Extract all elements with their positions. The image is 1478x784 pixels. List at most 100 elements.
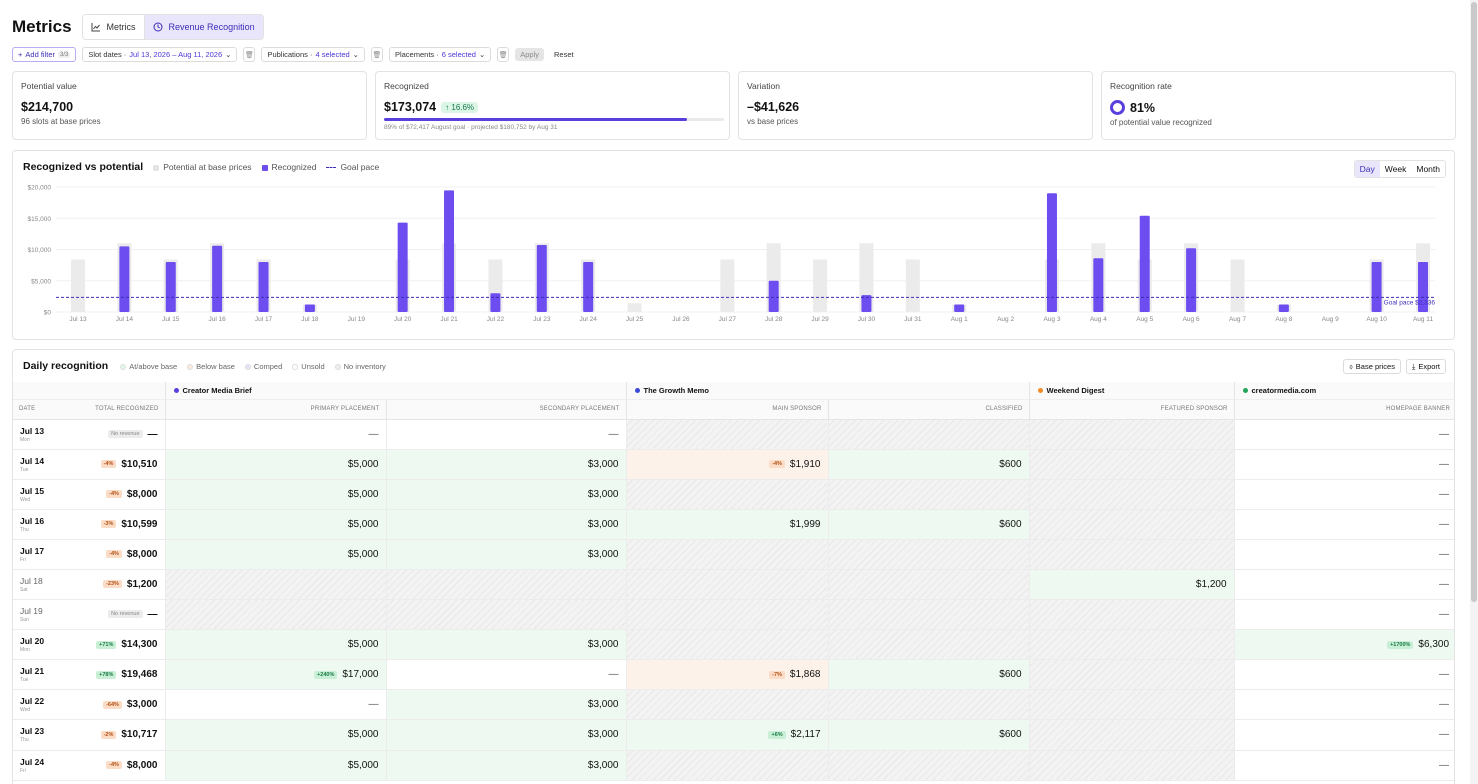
placement-cell[interactable]: -4% $1,910 <box>625 449 828 480</box>
col-total-recognized[interactable]: Total recognized <box>69 399 165 420</box>
placement-cell[interactable]: $600 <box>827 659 1030 691</box>
col-primary-placement[interactable]: Primary placement <box>164 399 386 420</box>
placement-cell[interactable] <box>625 419 828 450</box>
placement-cell[interactable] <box>827 750 1030 781</box>
placement-cell[interactable] <box>1028 719 1235 751</box>
placement-cell[interactable] <box>827 599 1030 631</box>
placement-cell[interactable]: — <box>164 419 386 450</box>
reset-button[interactable]: Reset <box>554 50 574 59</box>
tab-revenue-recognition[interactable]: Revenue Recognition <box>143 15 263 39</box>
placement-cell[interactable]: $5,000 <box>164 539 386 570</box>
placement-cell[interactable]: $5,000 <box>164 509 386 540</box>
placement-cell[interactable]: $5,000 <box>164 479 386 510</box>
placement-cell[interactable]: — <box>385 419 626 450</box>
placement-cell[interactable]: — <box>385 659 626 691</box>
placement-cell[interactable]: — <box>1233 479 1454 510</box>
remove-publications-icon[interactable]: 🗑 <box>370 47 383 62</box>
placement-cell[interactable] <box>625 689 828 721</box>
placement-cell[interactable]: $600 <box>827 509 1030 540</box>
placement-cell[interactable]: $3,000 <box>385 719 626 751</box>
table-row[interactable]: Jul 15 Wed -4% $8,000 $5,000 $3,000 — <box>13 479 1454 510</box>
apply-button[interactable]: Apply <box>515 48 545 61</box>
placement-cell[interactable]: $3,000 <box>385 689 626 721</box>
placement-cell[interactable]: $1,999 <box>625 509 828 540</box>
placement-cell[interactable]: — <box>1233 750 1454 781</box>
placement-cell[interactable] <box>1028 449 1235 480</box>
placement-cell[interactable]: +6% $2,117 <box>625 719 828 751</box>
placement-cell[interactable] <box>1028 689 1235 721</box>
table-row[interactable]: Jul 16 Thu -3% $10,599 $5,000 $3,000 $1,999 $60… <box>13 509 1454 540</box>
placement-cell[interactable] <box>1028 629 1235 661</box>
export-button[interactable]: ⤓ Export <box>1405 359 1446 374</box>
placement-cell[interactable] <box>827 629 1030 661</box>
placement-cell[interactable]: $5,000 <box>164 719 386 751</box>
placement-cell[interactable]: $5,000 <box>164 629 386 661</box>
placement-cell[interactable]: $3,000 <box>385 509 626 540</box>
placement-cell[interactable] <box>1028 659 1235 691</box>
placement-cell[interactable]: $600 <box>827 719 1030 751</box>
placement-cell[interactable]: $3,000 <box>385 629 626 661</box>
base-prices-button[interactable]: ⬨ Base prices <box>1343 359 1401 374</box>
col-main-sponsor[interactable]: Main sponsor <box>625 399 828 420</box>
placements-filter[interactable]: Placements · 6 selected ⌄ <box>388 47 492 62</box>
placement-cell[interactable] <box>1028 750 1235 781</box>
tab-metrics[interactable]: Metrics <box>82 15 144 39</box>
table-row[interactable]: Jul 18 Sat -23% $1,200 $1,200 — <box>13 569 1454 601</box>
placement-cell[interactable] <box>827 419 1030 450</box>
placement-cell[interactable] <box>1028 479 1235 510</box>
publications-filter[interactable]: Publications · 4 selected ⌄ <box>261 47 365 62</box>
placement-cell[interactable] <box>1028 599 1235 631</box>
placement-cell[interactable] <box>827 569 1030 601</box>
placement-cell[interactable]: $3,000 <box>385 449 626 480</box>
table-row[interactable]: Jul 22 Wed -64% $3,000 — $3,000 — <box>13 689 1454 721</box>
placement-cell[interactable] <box>164 599 386 631</box>
placement-cell[interactable] <box>1028 419 1235 450</box>
placement-cell[interactable]: — <box>1233 659 1454 691</box>
placement-cell[interactable] <box>827 479 1030 510</box>
placement-cell[interactable]: — <box>1233 419 1454 450</box>
table-row[interactable]: Jul 21 Tue +78% $19,468 +240% $17,000 — -7% $1,8… <box>13 659 1454 691</box>
scrollbar-thumb[interactable] <box>1471 2 1477 602</box>
col-secondary-placement[interactable]: Secondary placement <box>385 399 626 420</box>
page-scrollbar[interactable] <box>1470 0 1478 784</box>
placement-cell[interactable]: +240% $17,000 <box>164 659 386 691</box>
placement-cell[interactable]: — <box>1233 719 1454 751</box>
placement-cell[interactable] <box>625 479 828 510</box>
placement-cell[interactable] <box>1028 509 1235 540</box>
placement-cell[interactable] <box>1028 539 1235 570</box>
slot-dates-filter[interactable]: Slot dates · Jul 13, 2026 – Aug 11, 2026… <box>82 47 238 62</box>
placement-cell[interactable] <box>625 539 828 570</box>
placement-cell[interactable]: — <box>1233 539 1454 570</box>
placement-cell[interactable]: +1700% $6,300 <box>1233 629 1454 661</box>
placement-cell[interactable]: $5,000 <box>164 750 386 781</box>
placement-cell[interactable] <box>827 689 1030 721</box>
table-row[interactable]: Jul 14 Tue -4% $10,510 $5,000 $3,000 -4% $1,910… <box>13 449 1454 480</box>
col-featured-sponsor[interactable]: Featured sponsor <box>1028 399 1235 420</box>
placement-cell[interactable]: $3,000 <box>385 479 626 510</box>
placement-cell[interactable] <box>827 539 1030 570</box>
placement-cell[interactable] <box>625 750 828 781</box>
placement-cell[interactable] <box>385 599 626 631</box>
remove-placements-icon[interactable]: 🗑 <box>497 47 510 62</box>
table-row[interactable]: Jul 19 Sun No revenue — — <box>13 599 1454 631</box>
table-row[interactable]: Jul 24 Fri -4% $8,000 $5,000 $3,000 — <box>13 750 1454 781</box>
placement-cell[interactable]: — <box>1233 509 1454 540</box>
placement-cell[interactable] <box>625 599 828 631</box>
table-row[interactable]: Jul 17 Fri -4% $8,000 $5,000 $3,000 — <box>13 539 1454 570</box>
period-week-button[interactable]: Week <box>1384 164 1407 174</box>
placement-cell[interactable]: — <box>1233 599 1454 631</box>
col-date[interactable]: Date <box>13 399 69 420</box>
placement-cell[interactable]: $3,000 <box>385 539 626 570</box>
add-filter-button[interactable]: + Add filter 3/3 <box>12 47 77 62</box>
placement-cell[interactable]: -7% $1,868 <box>625 659 828 691</box>
placement-cell[interactable]: $600 <box>827 449 1030 480</box>
placement-cell[interactable]: — <box>1233 689 1454 721</box>
placement-cell[interactable]: $3,000 <box>385 750 626 781</box>
col-classified[interactable]: Classified <box>827 399 1030 420</box>
placement-cell[interactable]: — <box>1233 569 1454 601</box>
period-day-button[interactable]: Day <box>1354 161 1380 177</box>
placement-cell[interactable]: $5,000 <box>164 449 386 480</box>
table-row[interactable]: Jul 13 Mon No revenue — — — — <box>13 419 1454 450</box>
period-month-button[interactable]: Month <box>1416 164 1440 174</box>
placement-cell[interactable] <box>164 569 386 601</box>
